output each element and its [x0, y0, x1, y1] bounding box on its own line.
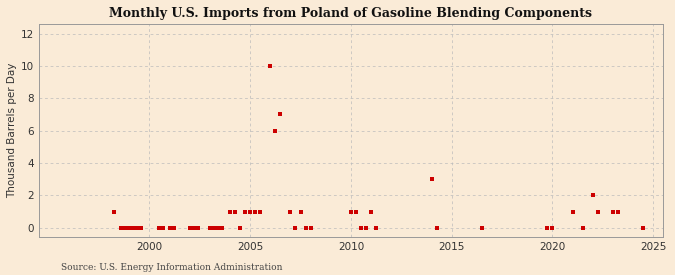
- Point: [567, 209, 578, 214]
- Point: [356, 226, 367, 230]
- Point: [235, 226, 246, 230]
- Point: [164, 226, 175, 230]
- Y-axis label: Thousand Barrels per Day: Thousand Barrels per Day: [7, 63, 17, 198]
- Point: [217, 226, 227, 230]
- Point: [230, 209, 240, 214]
- Point: [188, 226, 199, 230]
- Point: [612, 209, 623, 214]
- Point: [240, 209, 250, 214]
- Point: [477, 226, 487, 230]
- Title: Monthly U.S. Imports from Poland of Gasoline Blending Components: Monthly U.S. Imports from Poland of Gaso…: [109, 7, 593, 20]
- Point: [265, 64, 275, 68]
- Point: [290, 226, 301, 230]
- Point: [158, 226, 169, 230]
- Point: [213, 226, 223, 230]
- Point: [593, 209, 603, 214]
- Point: [300, 226, 311, 230]
- Point: [350, 209, 361, 214]
- Point: [547, 226, 558, 230]
- Point: [638, 226, 649, 230]
- Point: [275, 112, 286, 117]
- Point: [305, 226, 316, 230]
- Point: [119, 226, 130, 230]
- Point: [192, 226, 203, 230]
- Point: [431, 226, 442, 230]
- Point: [168, 226, 179, 230]
- Point: [577, 226, 588, 230]
- Point: [366, 209, 377, 214]
- Point: [109, 209, 119, 214]
- Point: [184, 226, 195, 230]
- Point: [587, 193, 598, 197]
- Point: [255, 209, 266, 214]
- Point: [209, 226, 219, 230]
- Point: [132, 226, 142, 230]
- Point: [154, 226, 165, 230]
- Point: [250, 209, 261, 214]
- Point: [225, 209, 236, 214]
- Point: [371, 226, 381, 230]
- Point: [346, 209, 356, 214]
- Point: [285, 209, 296, 214]
- Point: [245, 209, 256, 214]
- Point: [124, 226, 134, 230]
- Point: [136, 226, 146, 230]
- Point: [360, 226, 371, 230]
- Point: [295, 209, 306, 214]
- Point: [270, 128, 281, 133]
- Point: [115, 226, 126, 230]
- Text: Source: U.S. Energy Information Administration: Source: U.S. Energy Information Administ…: [61, 263, 282, 272]
- Point: [542, 226, 553, 230]
- Point: [128, 226, 138, 230]
- Point: [205, 226, 215, 230]
- Point: [608, 209, 618, 214]
- Point: [426, 177, 437, 181]
